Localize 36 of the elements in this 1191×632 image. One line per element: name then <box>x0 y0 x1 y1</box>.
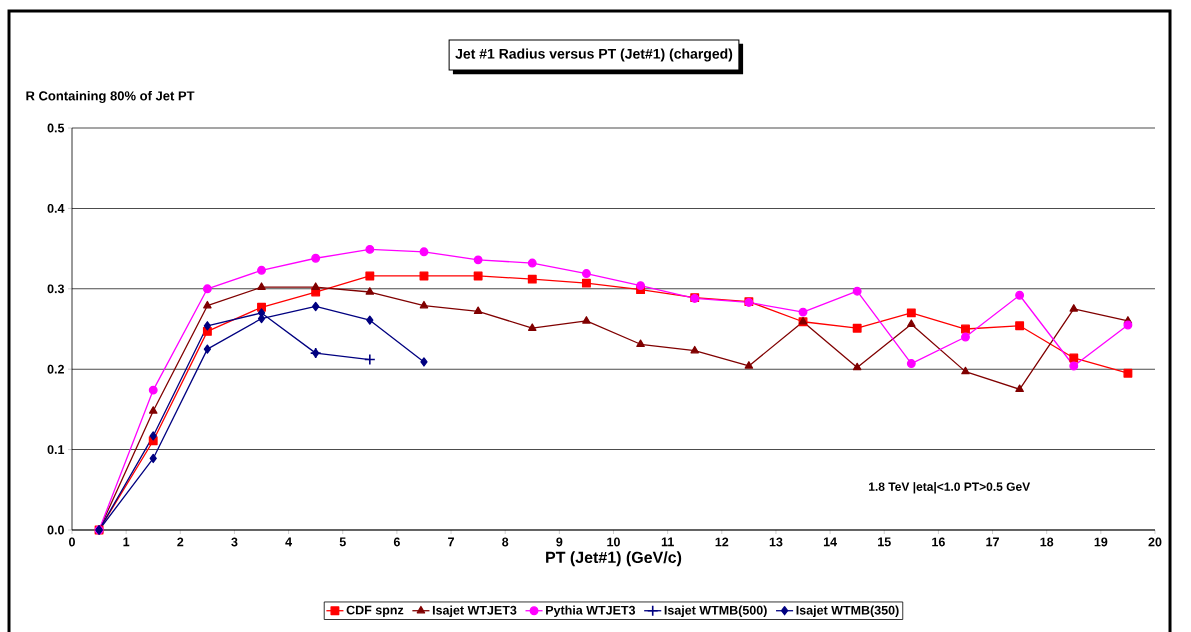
legend-label: Isajet WTJET3 <box>432 605 517 618</box>
x-tick-label: 1 <box>123 537 130 547</box>
x-tick-label: 10 <box>607 537 620 547</box>
x-tick-label: 18 <box>1040 537 1054 547</box>
x-tick-label: 7 <box>448 537 454 547</box>
annotation: 1.8 TeV |eta|<1.0 PT>0.5 GeV <box>869 482 1031 494</box>
x-tick-label: 12 <box>715 537 729 547</box>
legend-label: Isajet WTMB(350) <box>796 605 899 618</box>
y-tick-label: 0.1 <box>47 445 65 455</box>
y-tick-label: 0.4 <box>47 203 65 213</box>
x-tick-label: 11 <box>661 537 674 547</box>
x-tick-label: 6 <box>393 537 400 547</box>
legend-label: CDF spnz <box>346 605 404 617</box>
x-axis-title: PT (Jet#1) (GeV/c) <box>546 551 682 567</box>
x-tick-label: 8 <box>502 537 509 547</box>
x-tick-label: 0 <box>69 537 75 547</box>
x-tick-label: 13 <box>769 537 783 547</box>
y-tick-label: 0.5 <box>47 123 65 133</box>
x-tick-label: 20 <box>1148 537 1162 547</box>
x-tick-label: 19 <box>1094 537 1108 547</box>
y-axis-title: R Containing 80% of Jet PT <box>26 90 195 104</box>
y-tick-label: 0.2 <box>47 364 64 374</box>
y-tick-label: 0.0 <box>47 525 64 535</box>
x-tick-label: 3 <box>231 537 238 547</box>
x-tick-label: 9 <box>556 537 563 547</box>
legend-label: Pythia WTJET3 <box>546 605 636 618</box>
x-tick-label: 2 <box>177 537 184 547</box>
chart-title: Jet #1 Radius versus PT (Jet#1) (charged) <box>455 48 733 62</box>
x-tick-label: 16 <box>932 537 945 547</box>
x-tick-label: 17 <box>986 537 999 547</box>
x-tick-label: 4 <box>285 537 293 547</box>
y-tick-label: 0.3 <box>47 284 65 294</box>
legend-label: Isajet WTMB(500) <box>664 605 767 618</box>
x-tick-label: 14 <box>823 537 837 547</box>
x-tick-label: 15 <box>878 537 891 547</box>
x-tick-label: 5 <box>339 537 346 547</box>
